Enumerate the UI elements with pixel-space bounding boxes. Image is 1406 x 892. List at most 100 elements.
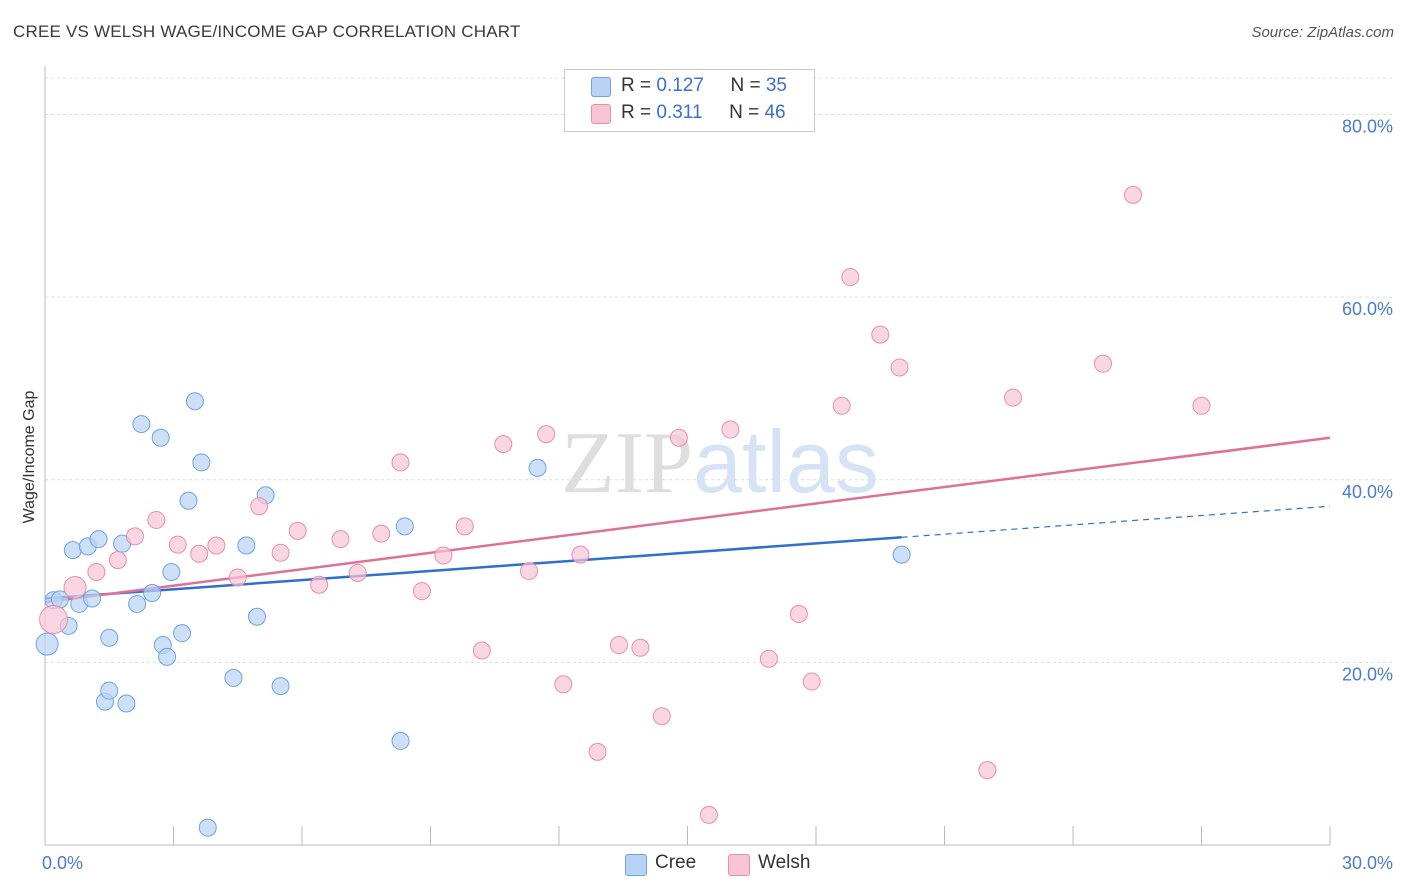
point-welsh xyxy=(228,568,247,587)
point-cree xyxy=(192,453,211,472)
point-cree xyxy=(395,517,414,536)
trend-lines xyxy=(44,436,1331,604)
x-tick-label: 0.0% xyxy=(42,853,83,873)
point-welsh xyxy=(721,420,740,439)
legend-swatch-welsh xyxy=(591,104,611,124)
grid-lines xyxy=(45,77,1392,663)
x-tick-label: 30.0% xyxy=(1342,853,1393,873)
series-legend: Cree Welsh xyxy=(0,852,1406,878)
point-welsh xyxy=(554,675,573,694)
point-cree xyxy=(198,818,217,837)
point-welsh xyxy=(1123,185,1142,204)
y-tick-label: 20.0% xyxy=(1342,664,1393,684)
point-welsh xyxy=(190,544,209,563)
series-label-cree: Cree xyxy=(655,852,697,873)
point-welsh xyxy=(207,536,226,555)
point-welsh xyxy=(412,582,431,601)
series-swatch-cree xyxy=(625,854,647,876)
point-welsh xyxy=(978,761,997,780)
point-cree xyxy=(63,541,82,560)
series-label-welsh: Welsh xyxy=(758,852,811,873)
legend-r-label: R = xyxy=(621,75,657,96)
y-tick-label: 60.0% xyxy=(1342,299,1393,319)
point-cree xyxy=(162,562,181,581)
watermark-zip: ZIP xyxy=(561,415,693,512)
point-welsh xyxy=(250,497,269,516)
legend-r-label: R = xyxy=(621,102,657,123)
point-welsh xyxy=(631,638,650,657)
point-welsh xyxy=(455,517,474,536)
point-welsh xyxy=(87,562,106,581)
point-welsh xyxy=(472,641,491,660)
point-cree xyxy=(128,594,147,613)
point-cree xyxy=(173,624,192,643)
legend-n-label: N = xyxy=(730,75,766,96)
point-welsh xyxy=(331,530,350,549)
point-welsh xyxy=(871,325,890,344)
watermark: ZIPatlas xyxy=(561,412,879,512)
point-cree xyxy=(391,731,410,750)
point-welsh xyxy=(348,563,367,582)
legend-n-label: N = xyxy=(729,102,765,123)
point-welsh xyxy=(288,521,307,540)
legend-swatch-cree xyxy=(591,77,611,97)
point-welsh xyxy=(571,545,590,564)
trend-line-welsh xyxy=(44,436,1331,604)
legend-n-value-welsh: 46 xyxy=(764,102,786,123)
point-welsh xyxy=(1093,354,1112,373)
y-axis-label: Wage/Income Gap xyxy=(21,391,38,524)
source-label: Source: ZipAtlas.com xyxy=(1251,24,1394,41)
point-cree xyxy=(158,647,177,666)
point-welsh xyxy=(609,636,628,655)
y-tick-label: 80.0% xyxy=(1342,117,1393,137)
point-welsh xyxy=(125,527,144,546)
point-cree xyxy=(271,677,290,696)
point-welsh xyxy=(1192,396,1211,415)
point-cree xyxy=(89,530,108,549)
point-cree xyxy=(35,632,59,656)
point-welsh xyxy=(1004,388,1023,407)
point-cree xyxy=(132,415,151,434)
point-welsh xyxy=(310,575,329,594)
point-cree xyxy=(143,583,162,602)
series-swatch-welsh xyxy=(728,854,750,876)
trend-line-cree xyxy=(44,536,902,600)
point-welsh xyxy=(168,535,187,554)
legend-r-value-cree: 0.127 xyxy=(656,75,704,96)
point-welsh xyxy=(669,428,688,447)
point-welsh xyxy=(108,551,127,570)
point-welsh xyxy=(147,510,166,529)
point-cree xyxy=(179,491,198,510)
point-welsh xyxy=(494,435,513,454)
point-welsh xyxy=(434,546,453,565)
watermark-atlas: atlas xyxy=(693,412,879,511)
point-welsh xyxy=(841,268,860,287)
point-cree xyxy=(100,681,119,700)
point-cree xyxy=(100,628,119,647)
point-cree xyxy=(892,545,911,564)
point-cree xyxy=(83,589,102,608)
data-points xyxy=(35,185,1211,837)
trend-extension-cree xyxy=(901,505,1331,538)
point-cree xyxy=(248,607,267,626)
y-tick-label: 40.0% xyxy=(1342,482,1393,502)
chart-title: CREE VS WELSH WAGE/INCOME GAP CORRELATIO… xyxy=(13,22,521,41)
legend-n-value-cree: 35 xyxy=(765,75,787,96)
point-welsh xyxy=(588,742,607,761)
point-welsh xyxy=(391,453,410,472)
axes xyxy=(44,66,1331,846)
point-cree xyxy=(237,536,256,555)
point-welsh xyxy=(699,805,718,824)
correlation-legend: R = 0.127 N = 35 R = 0.311 N = 46 xyxy=(564,69,815,132)
point-welsh xyxy=(537,425,556,444)
point-welsh xyxy=(372,524,391,543)
point-cree xyxy=(151,428,170,447)
point-welsh xyxy=(520,562,539,581)
point-welsh xyxy=(652,707,671,726)
point-cree xyxy=(185,392,204,411)
point-welsh xyxy=(802,672,821,691)
point-welsh xyxy=(759,649,778,668)
point-welsh xyxy=(890,358,909,377)
point-welsh xyxy=(832,396,851,415)
